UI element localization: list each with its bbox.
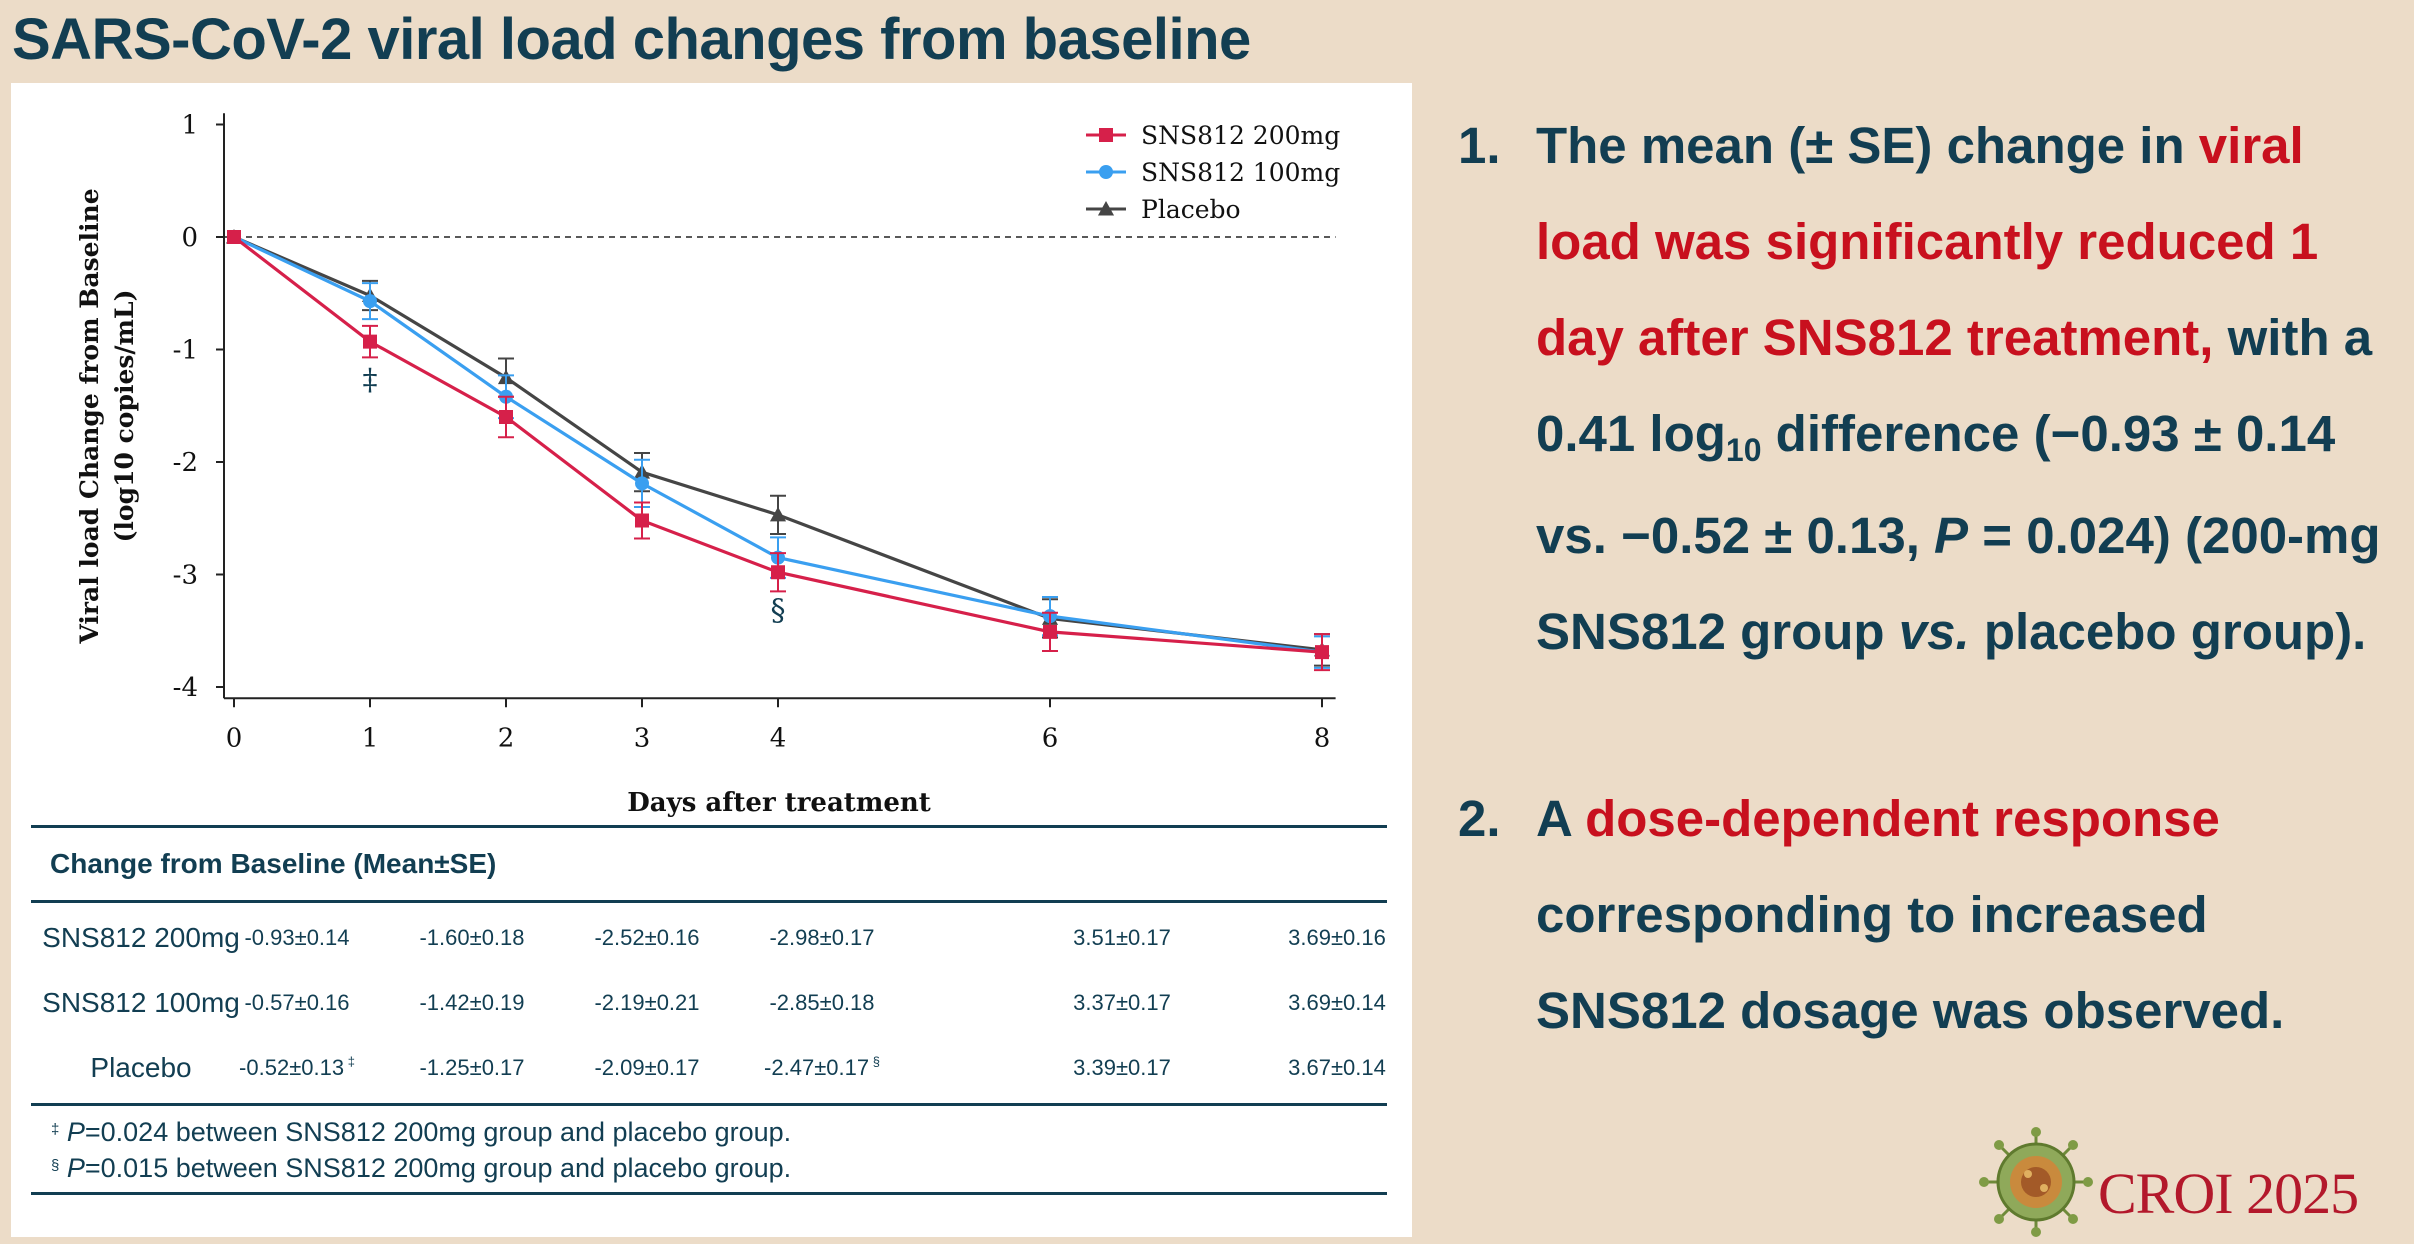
table-cell: -1.60±0.18	[419, 925, 525, 950]
y-tick-label: -4	[173, 673, 198, 703]
table-row-label: Placebo	[90, 1052, 192, 1083]
y-tick-label: -2	[173, 448, 198, 478]
x-tick-label: 6	[1042, 723, 1059, 753]
x-tick-label: 1	[362, 723, 379, 753]
table-cell: 3.67±0.14	[1288, 1055, 1386, 1080]
table-footnotes: ‡ P=0.024 between SNS812 200mg group and…	[31, 1106, 1387, 1192]
key-findings: 1. The mean (± SE) change in viral load …	[1458, 98, 2398, 1059]
table-cell: 3.69±0.14	[1288, 990, 1386, 1015]
table-row: Placebo -0.52±0.13 ‡ -1.25±0.17 -2.09±0.17 -…	[31, 1035, 1387, 1100]
x-tick-label: 8	[1314, 723, 1331, 753]
table-cell: 3.69±0.16	[1288, 925, 1386, 950]
table-cell: 3.39±0.17	[1073, 1055, 1171, 1080]
table-top-rule	[31, 825, 1387, 828]
viral-load-chart: Viral load Change from Baseline (log10 c…	[75, 111, 1340, 819]
y-tick-label: -3	[173, 561, 198, 591]
data-point	[1315, 645, 1329, 660]
table-cell: -1.42±0.19	[419, 990, 525, 1015]
table-body-rule	[31, 1103, 1387, 1106]
x-tick-label: 3	[634, 723, 651, 753]
y-tick-label: 0	[181, 223, 198, 253]
table-cell: -0.52±0.13 ‡	[239, 1054, 355, 1080]
table-body: SNS812 200mg -0.93±0.14 -1.60±0.18 -2.52±0.…	[31, 903, 1387, 1103]
legend-label: Placebo	[1141, 195, 1241, 224]
table-cell: -2.98±0.17	[769, 925, 875, 950]
y-tick-label: -1	[173, 336, 198, 366]
data-point	[771, 565, 785, 580]
finding-2: 2. A dose-dependent response correspondi…	[1458, 771, 2398, 1059]
significance-marker: ‡	[363, 363, 378, 398]
table-row: SNS812 100mg -0.57±0.16 -1.42±0.19 -2.19±0.…	[31, 970, 1387, 1035]
table-cell: -0.93±0.14	[244, 925, 350, 950]
table-cell: 3.51±0.17	[1073, 925, 1171, 950]
finding-2-number: 2.	[1458, 790, 1501, 847]
table-header-rule	[31, 900, 1387, 903]
legend-marker	[1099, 165, 1113, 179]
finding-1: 1. The mean (± SE) change in viral load …	[1458, 98, 2398, 680]
figure-panel: Viral load Change from Baseline (log10 c…	[11, 83, 1412, 1237]
slide-title: SARS-CoV-2 viral load changes from basel…	[12, 7, 1251, 72]
data-point	[363, 294, 377, 309]
table-cell: -2.52±0.16	[594, 925, 700, 950]
y-axis-label-line1: Viral load Change from Baseline	[75, 188, 104, 644]
legend-marker	[1099, 128, 1113, 142]
data-point	[635, 513, 649, 528]
table-bottom-rule	[31, 1192, 1387, 1195]
croi-logo: CROI 2025	[1978, 1126, 2404, 1238]
footnote-1: ‡ P=0.024 between SNS812 200mg group and…	[51, 1117, 792, 1147]
summary-table: Change from Baseline (Mean±SE) SNS812 20…	[31, 825, 1387, 1195]
table-cell: -2.47±0.17 §	[764, 1054, 880, 1080]
finding-1-highlight: viral load was significantly reduced 1 d…	[1536, 117, 2319, 366]
data-point	[635, 476, 649, 491]
legend-label: SNS812 200mg	[1141, 121, 1340, 150]
data-point	[1043, 624, 1057, 639]
virus-logo-icon	[1979, 1127, 2093, 1237]
footnote-mark: §	[869, 1054, 880, 1069]
table-cell: -2.19±0.21	[594, 990, 700, 1015]
x-tick-label: 4	[770, 723, 787, 753]
x-tick-label: 0	[226, 723, 243, 753]
data-point	[499, 410, 513, 424]
table-cell: -2.09±0.17	[594, 1055, 700, 1080]
y-tick-label: 1	[181, 111, 198, 141]
data-point	[363, 334, 377, 349]
table-cell: 3.37±0.17	[1073, 990, 1171, 1015]
table-row: SNS812 200mg -0.93±0.14 -1.60±0.18 -2.52±0.…	[31, 905, 1387, 970]
x-tick-label: 2	[498, 723, 515, 753]
table-header: Change from Baseline (Mean±SE)	[50, 848, 497, 879]
croi-logo-text: CROI 2025	[2098, 1161, 2359, 1226]
table-cell: -1.25±0.17	[419, 1055, 525, 1080]
table-cell: -2.85±0.18	[769, 990, 875, 1015]
table-row-label: SNS812 200mg	[42, 922, 240, 953]
data-point	[769, 506, 787, 522]
legend-label: SNS812 100mg	[1141, 158, 1340, 187]
table-row-label: SNS812 100mg	[42, 987, 240, 1018]
table-cell: -0.57±0.16	[244, 990, 350, 1015]
footnote-mark: ‡	[344, 1054, 355, 1069]
legend-marker	[1097, 200, 1115, 216]
significance-marker: §	[771, 593, 786, 628]
footnote-2: § P=0.015 between SNS812 200mg group and…	[51, 1153, 792, 1183]
x-axis-label: Days after treatment	[627, 788, 931, 818]
finding-1-number: 1.	[1458, 117, 1501, 174]
y-axis-label-line2: (log10 copies/mL)	[110, 290, 139, 543]
finding-2-highlight: dose-dependent response	[1585, 790, 2220, 847]
data-point	[227, 230, 241, 244]
